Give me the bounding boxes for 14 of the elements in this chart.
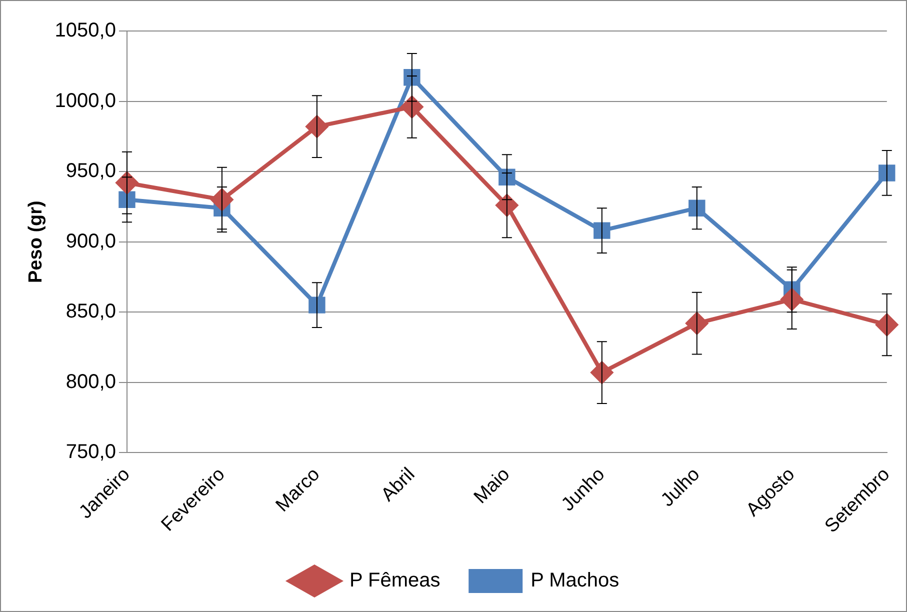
- y-tick-label: 950,0: [66, 160, 116, 182]
- y-tick-label: 1000,0: [54, 90, 116, 112]
- y-tick-label: 800,0: [66, 370, 116, 393]
- y-axis-title: Peso (gr): [26, 200, 47, 283]
- legend-label: P Machos: [530, 570, 620, 592]
- point: [878, 164, 896, 182]
- y-tick-label: 1050,0: [54, 20, 116, 42]
- point: [308, 296, 326, 314]
- y-tick-label: 900,0: [66, 230, 116, 252]
- y-tick-label: 850,0: [66, 300, 116, 323]
- y-tick-label: 750,0: [66, 441, 116, 464]
- point: [688, 200, 706, 216]
- legend-label: P Fêmeas: [349, 570, 440, 592]
- point: [594, 222, 610, 239]
